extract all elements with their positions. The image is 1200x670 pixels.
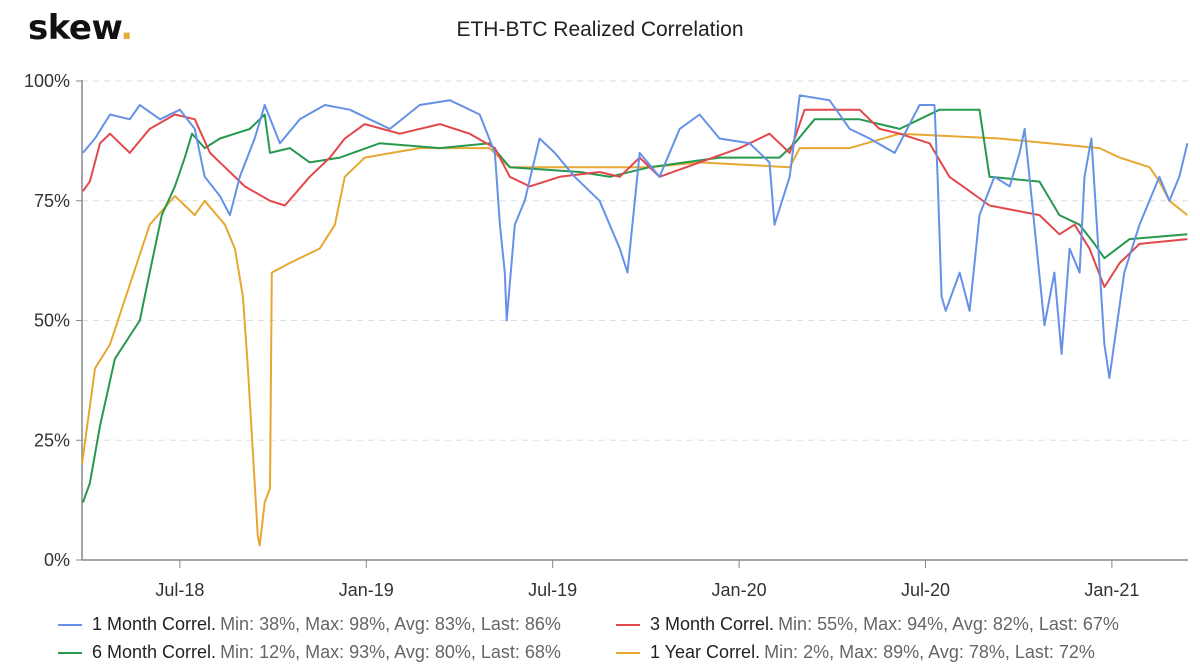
legend-item-6-month[interactable]: 6 Month Correl. Min: 12%, Max: 93%, Avg: … — [58, 642, 561, 663]
legend-stats: Min: 38%, Max: 98%, Avg: 83%, Last: 86% — [220, 614, 561, 634]
logo-text: skew — [28, 8, 121, 48]
series-line-1-month-correl — [82, 94, 1189, 379]
x-tick-label: Jul-20 — [901, 580, 950, 600]
legend-stats: Min: 12%, Max: 93%, Avg: 80%, Last: 68% — [220, 642, 561, 662]
legend-item-1-month[interactable]: 1 Month Correl. Min: 38%, Max: 98%, Avg: … — [58, 614, 561, 635]
series-line-6-month-correl — [81, 108, 1188, 503]
legend-name: 6 Month Correl. — [92, 642, 217, 662]
y-tick-label: 0% — [44, 550, 70, 570]
chart-title: ETH-BTC Realized Correlation — [456, 18, 744, 41]
legend-swatch — [616, 651, 640, 654]
x-tick-label: Jan-19 — [339, 580, 394, 600]
legend-item-1-year[interactable]: 1 Year Correl. Min: 2%, Max: 89%, Avg: 78… — [616, 642, 1095, 663]
x-tick-label: Jul-19 — [528, 580, 577, 600]
legend-swatch — [616, 623, 640, 626]
legend-name: 1 Month Correl. — [92, 614, 217, 634]
plot-area: 0% 25% 50% 75% 100% Jul-18 Jan-19 Jul-19 Jan-20 J… — [24, 71, 1189, 600]
x-tick-label: Jan-21 — [1084, 580, 1139, 600]
y-tick-label: 100% — [24, 71, 70, 91]
series-line-3-month-correl — [82, 108, 1188, 288]
legend-name: 3 Month Correl. — [650, 614, 775, 634]
y-tick-label: 25% — [34, 430, 70, 450]
legend-item-3-month[interactable]: 3 Month Correl. Min: 55%, Max: 94%, Avg: … — [616, 614, 1119, 635]
legend-swatch — [58, 651, 82, 654]
legend-stats: Min: 55%, Max: 94%, Avg: 82%, Last: 67% — [778, 614, 1119, 634]
skew-logo: skew. — [28, 8, 133, 48]
legend-swatch — [58, 623, 82, 626]
x-tick-label: Jan-20 — [712, 580, 767, 600]
legend-name: 1 Year Correl. — [650, 642, 761, 662]
logo-dot: . — [120, 8, 133, 48]
legend-stats: Min: 2%, Max: 89%, Avg: 78%, Last: 72% — [764, 642, 1095, 662]
x-tick-label: Jul-18 — [155, 580, 204, 600]
y-tick-label: 50% — [34, 311, 70, 331]
y-tick-label: 75% — [34, 191, 70, 211]
